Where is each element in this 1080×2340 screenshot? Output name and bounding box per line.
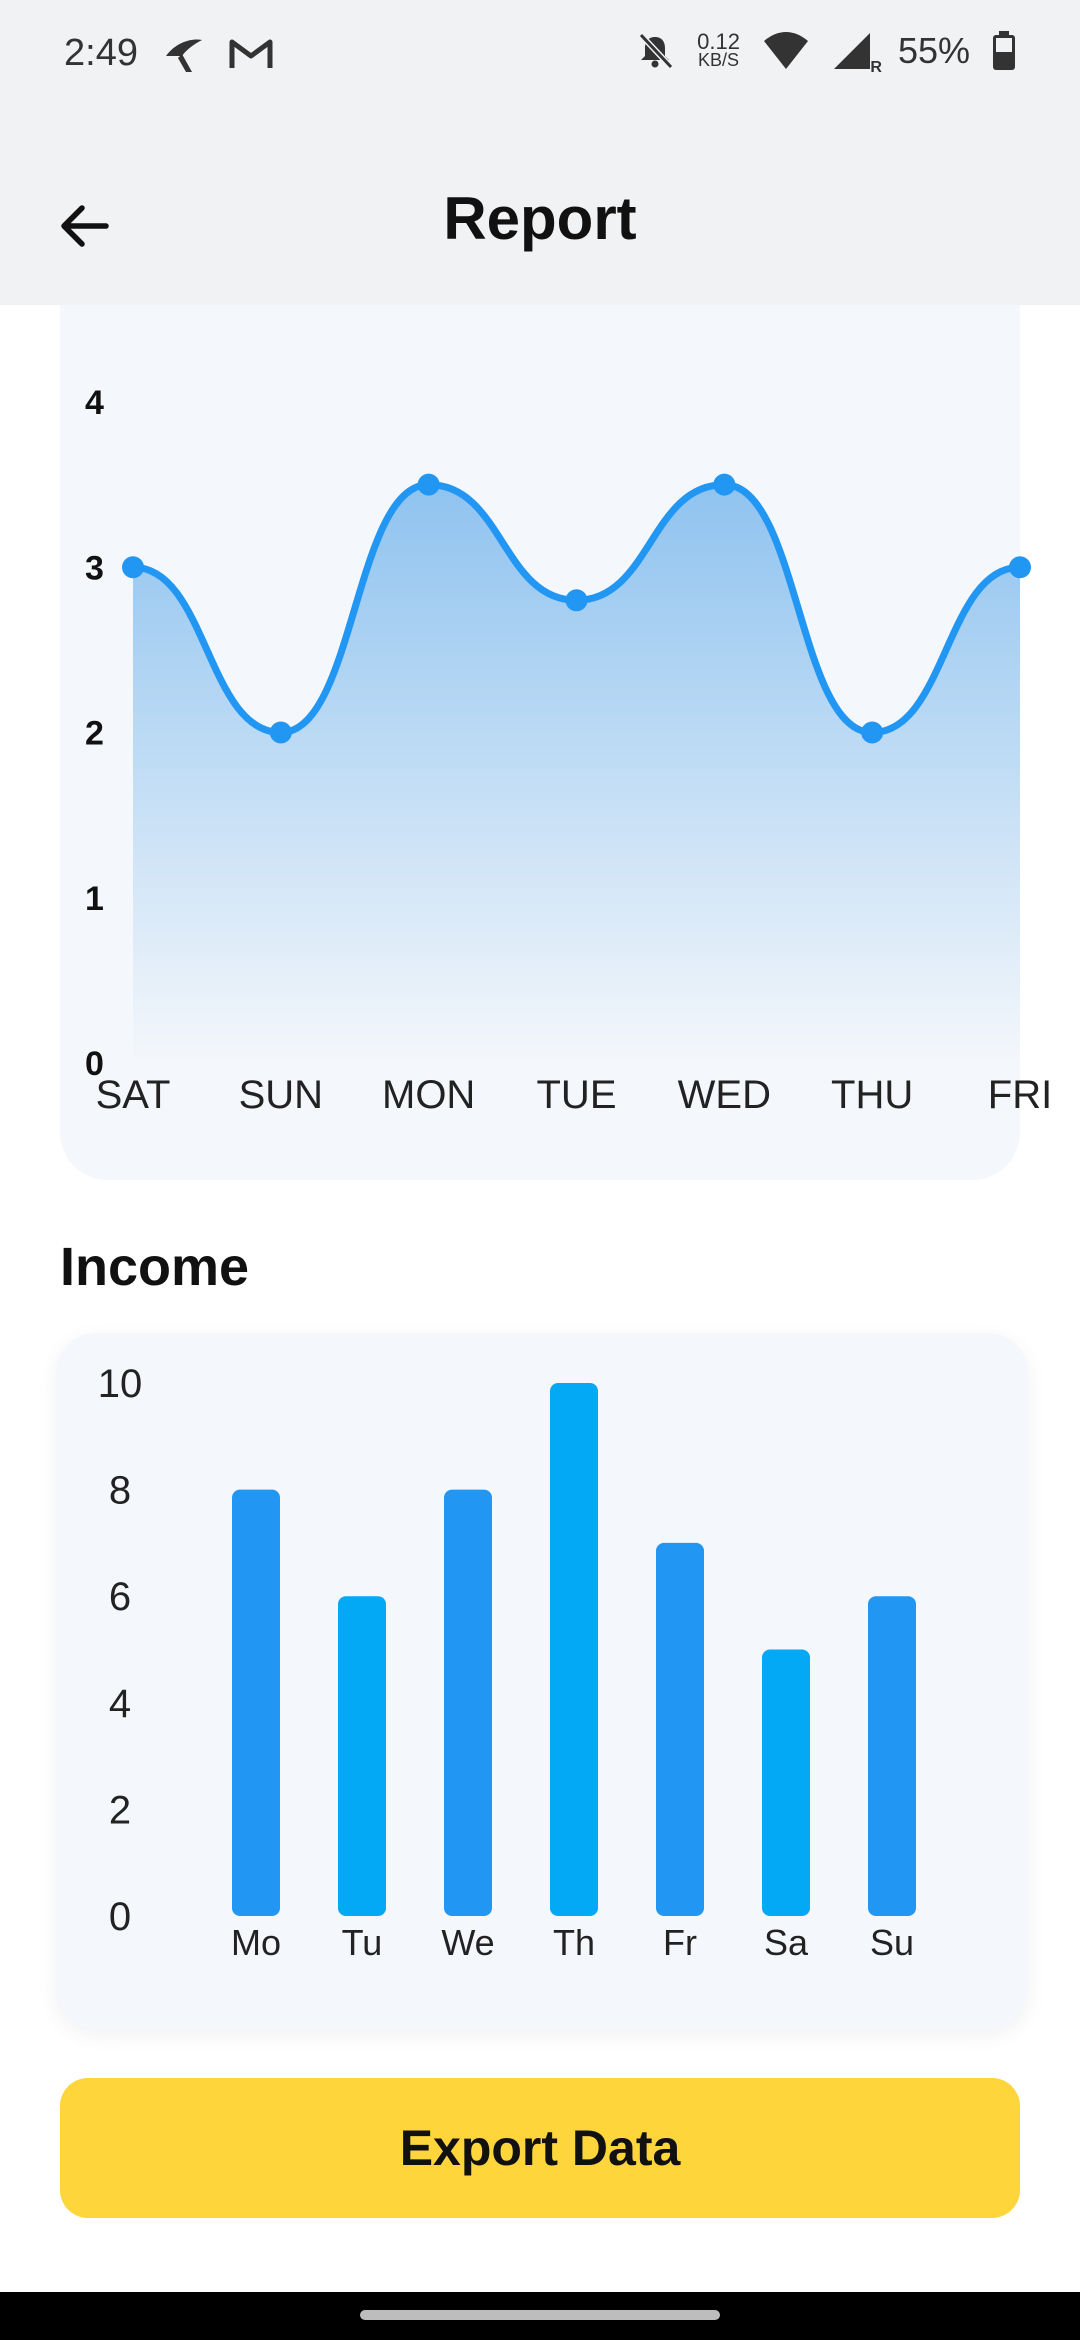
income-y-tick: 8 — [109, 1469, 131, 1513]
wifi-icon — [763, 32, 808, 69]
income-y-tick: 2 — [109, 1788, 131, 1832]
line-chart-x-label: MON — [382, 1073, 475, 1117]
line-chart-point-sun[interactable] — [269, 721, 292, 744]
line-chart-point-thu[interactable] — [861, 721, 884, 744]
navigation-bar — [0, 2292, 1080, 2340]
status-bar: 2:49 0.12 KB/S R 55% — [0, 0, 1080, 110]
net-speed-value: 0.12 — [697, 29, 740, 54]
line-chart-x-label: SUN — [239, 1073, 323, 1117]
arrow-left-icon — [61, 205, 109, 247]
line-chart-y-tick: 2 — [85, 715, 104, 753]
gmail-icon — [229, 39, 273, 68]
status-right-icons: 0.12 KB/S R 55% — [635, 29, 1016, 76]
income-y-tick: 0 — [109, 1895, 131, 1939]
home-indicator[interactable] — [360, 2310, 720, 2320]
line-chart-x-label: WED — [678, 1073, 771, 1117]
line-chart: 0 1 2 3 4 SAT SUN MON TUE WED THU FRI — [85, 384, 1052, 1117]
income-x-label: Sa — [764, 1922, 809, 1963]
income-bar-chart: 0 2 4 6 8 10 Mo Tu We Th Fr Sa Su — [98, 1362, 916, 1963]
line-chart-y-tick: 0 — [85, 1045, 104, 1083]
line-chart-point-sat[interactable] — [122, 556, 144, 579]
export-data-button[interactable]: Export Data — [60, 2078, 1020, 2218]
income-chart-card — [56, 1333, 1028, 2029]
back-button[interactable] — [48, 190, 120, 262]
carrier-icon — [166, 39, 202, 72]
line-chart-point-fri[interactable] — [1009, 556, 1031, 579]
net-speed-unit: KB/S — [698, 50, 740, 70]
app-bar: Report — [0, 110, 1080, 305]
line-chart-y-tick: 4 — [85, 384, 104, 422]
line-chart-point-mon[interactable] — [417, 473, 440, 496]
income-bar-th[interactable] — [550, 1383, 598, 1916]
line-chart-area — [133, 484, 1020, 1063]
battery-percent: 55% — [897, 30, 970, 71]
income-bar-mo[interactable] — [232, 1489, 280, 1916]
income-bar-sa[interactable] — [762, 1649, 810, 1917]
signal-icon: R — [832, 31, 882, 76]
income-x-label: Th — [553, 1922, 595, 1963]
income-x-label: Fr — [663, 1922, 697, 1963]
income-y-tick: 4 — [109, 1682, 131, 1726]
income-bar-tu[interactable] — [338, 1596, 386, 1916]
line-chart-x-label: SAT — [96, 1073, 171, 1117]
income-x-label: Mo — [231, 1922, 281, 1963]
line-chart-x-label: TUE — [537, 1073, 617, 1117]
line-chart-y-tick: 1 — [85, 880, 104, 918]
battery-icon — [993, 31, 1015, 70]
income-bar-su[interactable] — [868, 1596, 916, 1916]
line-chart-x-label: FRI — [988, 1073, 1052, 1117]
page-title: Report — [443, 185, 637, 252]
income-x-label: Tu — [342, 1922, 383, 1963]
mute-bell-icon — [638, 32, 674, 70]
income-y-tick: 10 — [98, 1362, 143, 1406]
income-bar-we[interactable] — [444, 1489, 492, 1916]
network-badge: R — [870, 59, 882, 76]
line-chart-point-wed[interactable] — [713, 473, 736, 496]
income-y-tick: 6 — [109, 1575, 131, 1619]
income-bar-fr[interactable] — [656, 1542, 704, 1916]
status-left-icons — [162, 34, 274, 74]
income-title: Income — [60, 1237, 250, 1297]
line-chart-y-tick: 3 — [85, 549, 104, 587]
line-chart-x-label: THU — [831, 1073, 913, 1117]
status-time: 2:49 — [64, 32, 138, 74]
income-x-label: Su — [870, 1922, 914, 1963]
line-chart-point-tue[interactable] — [565, 589, 588, 612]
income-x-label: We — [441, 1922, 494, 1963]
net-speed: 0.12 KB/S — [697, 29, 740, 70]
